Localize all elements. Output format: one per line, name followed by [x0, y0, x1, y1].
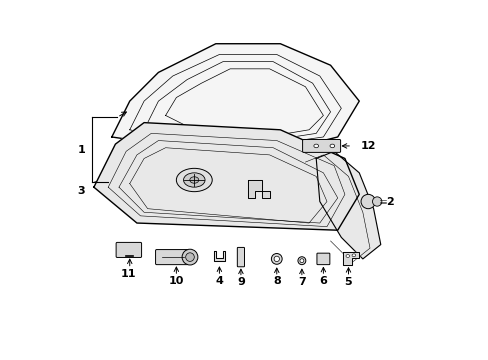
FancyBboxPatch shape: [302, 139, 340, 152]
Circle shape: [360, 194, 375, 209]
Text: 10: 10: [168, 276, 183, 286]
Text: 9: 9: [237, 277, 244, 287]
Text: 1: 1: [77, 144, 85, 154]
Text: 12: 12: [360, 141, 376, 151]
Ellipse shape: [297, 257, 305, 265]
Ellipse shape: [329, 144, 334, 148]
Ellipse shape: [351, 254, 355, 257]
Ellipse shape: [313, 144, 318, 148]
FancyBboxPatch shape: [116, 242, 142, 257]
Text: 11: 11: [120, 269, 136, 279]
Text: 14: 14: [249, 153, 264, 163]
Polygon shape: [247, 180, 269, 198]
Polygon shape: [343, 252, 359, 265]
Polygon shape: [214, 251, 224, 261]
Text: 7: 7: [297, 277, 305, 287]
Text: 3: 3: [78, 186, 85, 197]
FancyBboxPatch shape: [237, 247, 244, 267]
Ellipse shape: [189, 177, 198, 183]
Text: 2: 2: [386, 197, 393, 207]
Ellipse shape: [346, 255, 349, 257]
Ellipse shape: [183, 173, 204, 187]
Polygon shape: [94, 123, 359, 230]
Ellipse shape: [299, 259, 303, 263]
Text: 4: 4: [215, 276, 223, 286]
FancyBboxPatch shape: [155, 249, 188, 265]
Ellipse shape: [274, 256, 279, 262]
Circle shape: [182, 249, 198, 265]
Text: 8: 8: [272, 276, 280, 287]
Polygon shape: [112, 44, 359, 151]
Polygon shape: [316, 151, 380, 259]
Text: 13: 13: [184, 152, 200, 162]
Circle shape: [372, 197, 381, 206]
Text: 6: 6: [319, 276, 326, 286]
Ellipse shape: [271, 253, 282, 264]
Ellipse shape: [176, 168, 212, 192]
Circle shape: [185, 253, 194, 261]
Text: 5: 5: [344, 277, 351, 287]
FancyBboxPatch shape: [316, 253, 329, 265]
